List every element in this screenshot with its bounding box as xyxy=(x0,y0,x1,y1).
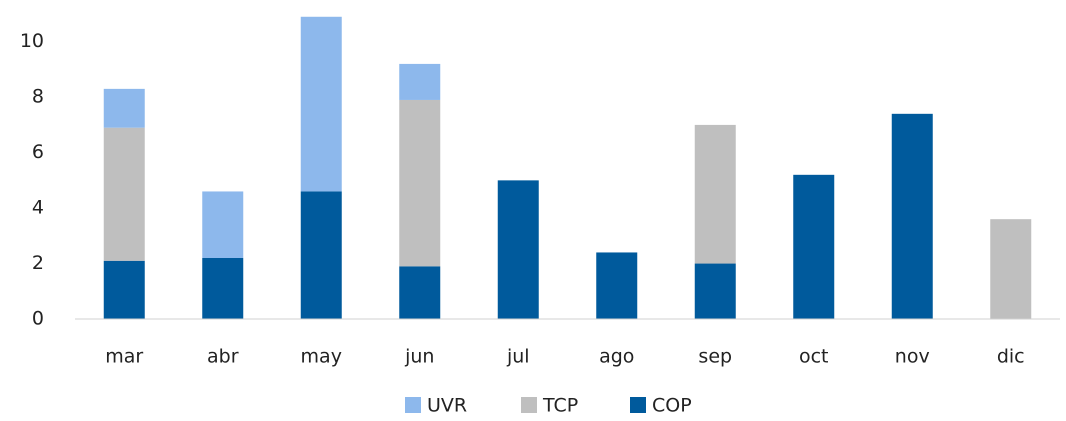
bar-segment xyxy=(103,127,145,261)
x-tick-label: mar xyxy=(105,346,143,368)
legend-label: UVR xyxy=(427,395,467,417)
x-tick-label: abr xyxy=(207,346,239,368)
x-tick-label: nov xyxy=(895,346,930,368)
x-tick-label: jun xyxy=(404,346,434,368)
bar-segment xyxy=(694,124,736,264)
bar-segment xyxy=(596,252,638,319)
legend-label: COP xyxy=(652,395,692,417)
bar-segment xyxy=(103,88,145,128)
bar-segment xyxy=(399,63,441,100)
bar-segment xyxy=(300,16,342,192)
y-tick-label: 0 xyxy=(32,308,44,330)
bar-segment xyxy=(202,191,244,258)
bar-segment xyxy=(202,258,244,319)
bar-segment xyxy=(990,219,1032,319)
bar-segment xyxy=(399,266,441,319)
x-tick-label: oct xyxy=(799,346,829,368)
bar-segment xyxy=(300,191,342,319)
legend-swatch xyxy=(521,397,537,413)
y-tick-label: 6 xyxy=(32,141,44,163)
bar-segment xyxy=(399,99,441,267)
bar-segment xyxy=(103,260,145,319)
legend-swatch xyxy=(630,397,646,413)
legend-swatch xyxy=(405,397,421,413)
x-tick-label: dic xyxy=(997,346,1025,368)
x-tick-label: jul xyxy=(506,346,530,368)
bar-segment xyxy=(891,113,933,320)
bar-segment xyxy=(694,263,736,319)
y-tick-label: 8 xyxy=(32,86,44,108)
x-tick-label: sep xyxy=(698,346,732,368)
x-tick-label: ago xyxy=(599,346,634,368)
y-tick-label: 4 xyxy=(32,197,44,219)
bar-segment xyxy=(497,180,539,319)
y-tick-label: 10 xyxy=(20,30,44,52)
legend-label: TCP xyxy=(542,395,578,417)
y-tick-label: 2 xyxy=(32,252,44,274)
x-tick-label: may xyxy=(301,346,342,368)
bar-segment xyxy=(793,174,835,319)
